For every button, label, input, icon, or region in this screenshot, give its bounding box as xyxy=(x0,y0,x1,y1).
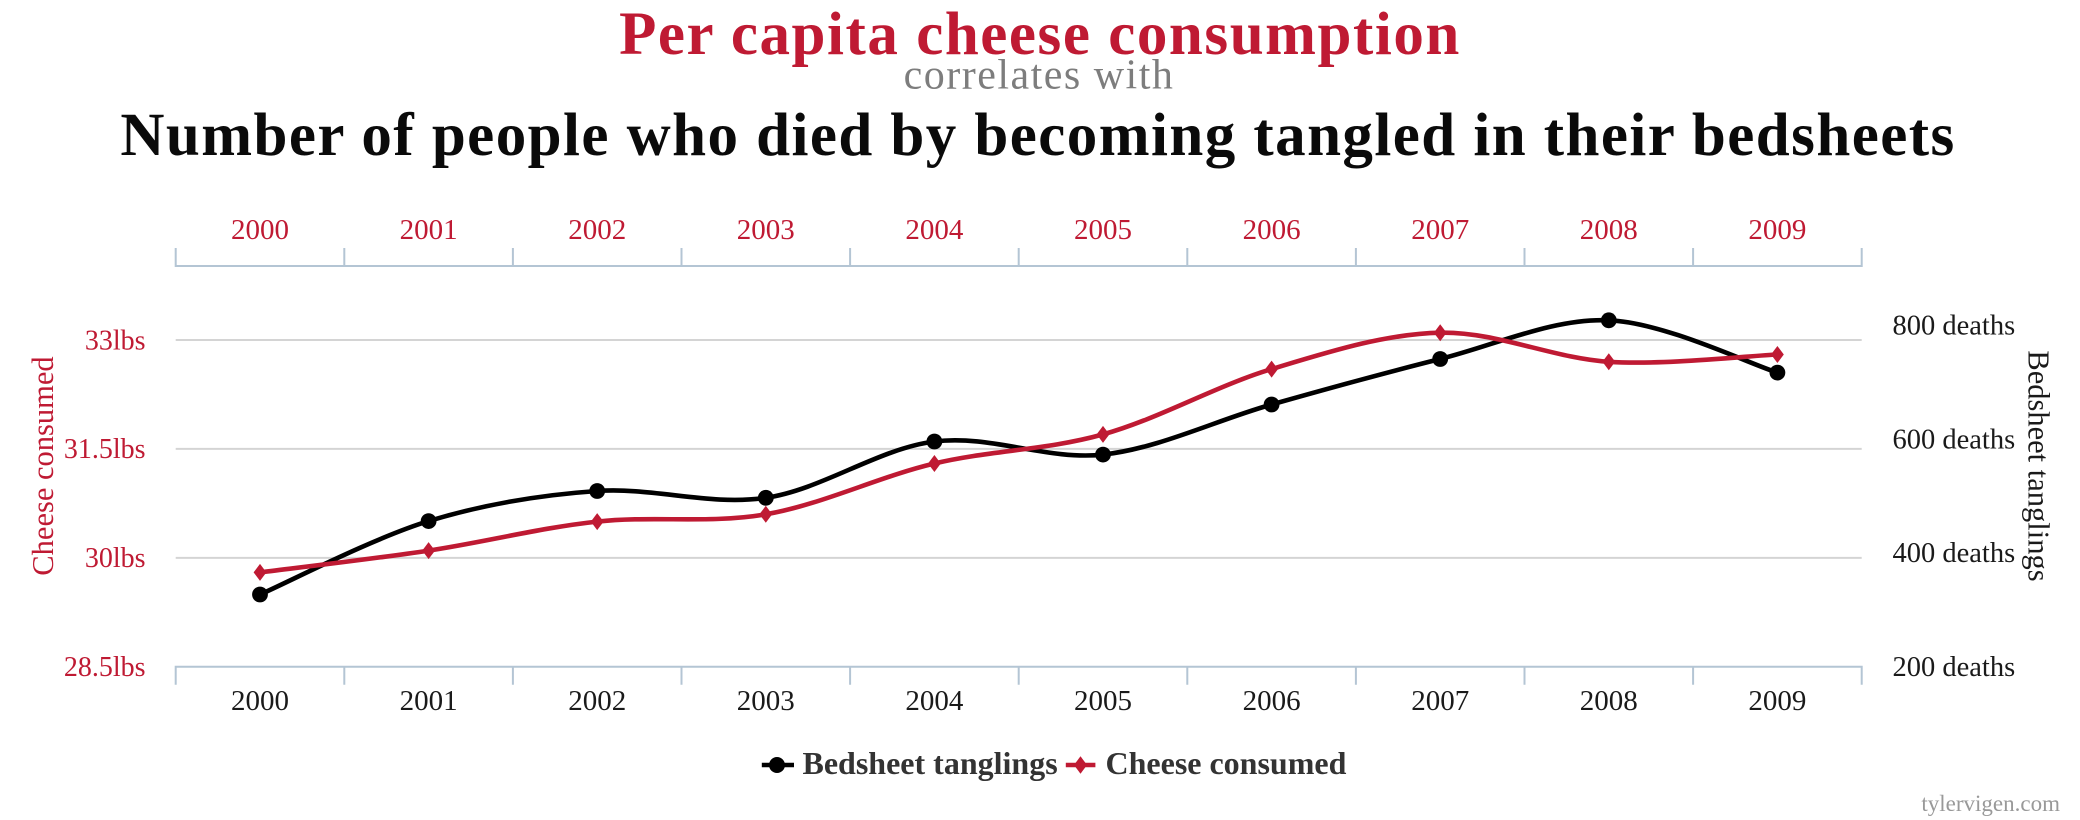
svg-text:33lbs: 33lbs xyxy=(85,325,146,356)
svg-text:Number of people who died by b: Number of people who died by becoming ta… xyxy=(120,102,1955,169)
svg-text:2000: 2000 xyxy=(231,685,289,717)
svg-text:2002: 2002 xyxy=(568,685,626,717)
svg-text:31.5lbs: 31.5lbs xyxy=(64,434,146,465)
svg-text:2001: 2001 xyxy=(400,214,458,246)
svg-text:28.5lbs: 28.5lbs xyxy=(64,652,146,683)
svg-text:correlates with: correlates with xyxy=(904,53,1175,99)
svg-text:Bedsheet tanglings: Bedsheet tanglings xyxy=(2022,350,2056,581)
svg-text:2008: 2008 xyxy=(1580,214,1638,246)
svg-text:2003: 2003 xyxy=(737,214,795,246)
svg-text:200 deaths: 200 deaths xyxy=(1893,652,2016,683)
svg-text:2008: 2008 xyxy=(1580,685,1638,717)
svg-text:2005: 2005 xyxy=(1074,685,1132,717)
svg-text:Bedsheet tanglings: Bedsheet tanglings xyxy=(803,745,1058,781)
svg-text:2006: 2006 xyxy=(1243,685,1301,717)
svg-text:Cheese consumed: Cheese consumed xyxy=(26,356,60,575)
svg-text:2002: 2002 xyxy=(568,214,626,246)
svg-text:2003: 2003 xyxy=(737,685,795,717)
svg-text:30lbs: 30lbs xyxy=(85,543,146,574)
svg-text:2000: 2000 xyxy=(231,214,289,246)
svg-text:2007: 2007 xyxy=(1411,214,1469,246)
svg-text:2004: 2004 xyxy=(905,685,964,717)
svg-text:2007: 2007 xyxy=(1411,685,1469,717)
svg-text:2001: 2001 xyxy=(400,685,458,717)
svg-text:400 deaths: 400 deaths xyxy=(1893,538,2016,569)
svg-text:Per capita cheese consumption: Per capita cheese consumption xyxy=(619,1,1461,68)
svg-text:2009: 2009 xyxy=(1748,214,1806,246)
svg-text:tylervigen.com: tylervigen.com xyxy=(1921,791,2060,816)
svg-text:2009: 2009 xyxy=(1748,685,1806,717)
svg-text:600 deaths: 600 deaths xyxy=(1893,424,2016,455)
svg-text:Cheese consumed: Cheese consumed xyxy=(1106,745,1347,781)
svg-text:2005: 2005 xyxy=(1074,214,1132,246)
svg-text:2006: 2006 xyxy=(1243,214,1301,246)
svg-text:2004: 2004 xyxy=(905,214,964,246)
svg-text:800 deaths: 800 deaths xyxy=(1893,311,2016,342)
